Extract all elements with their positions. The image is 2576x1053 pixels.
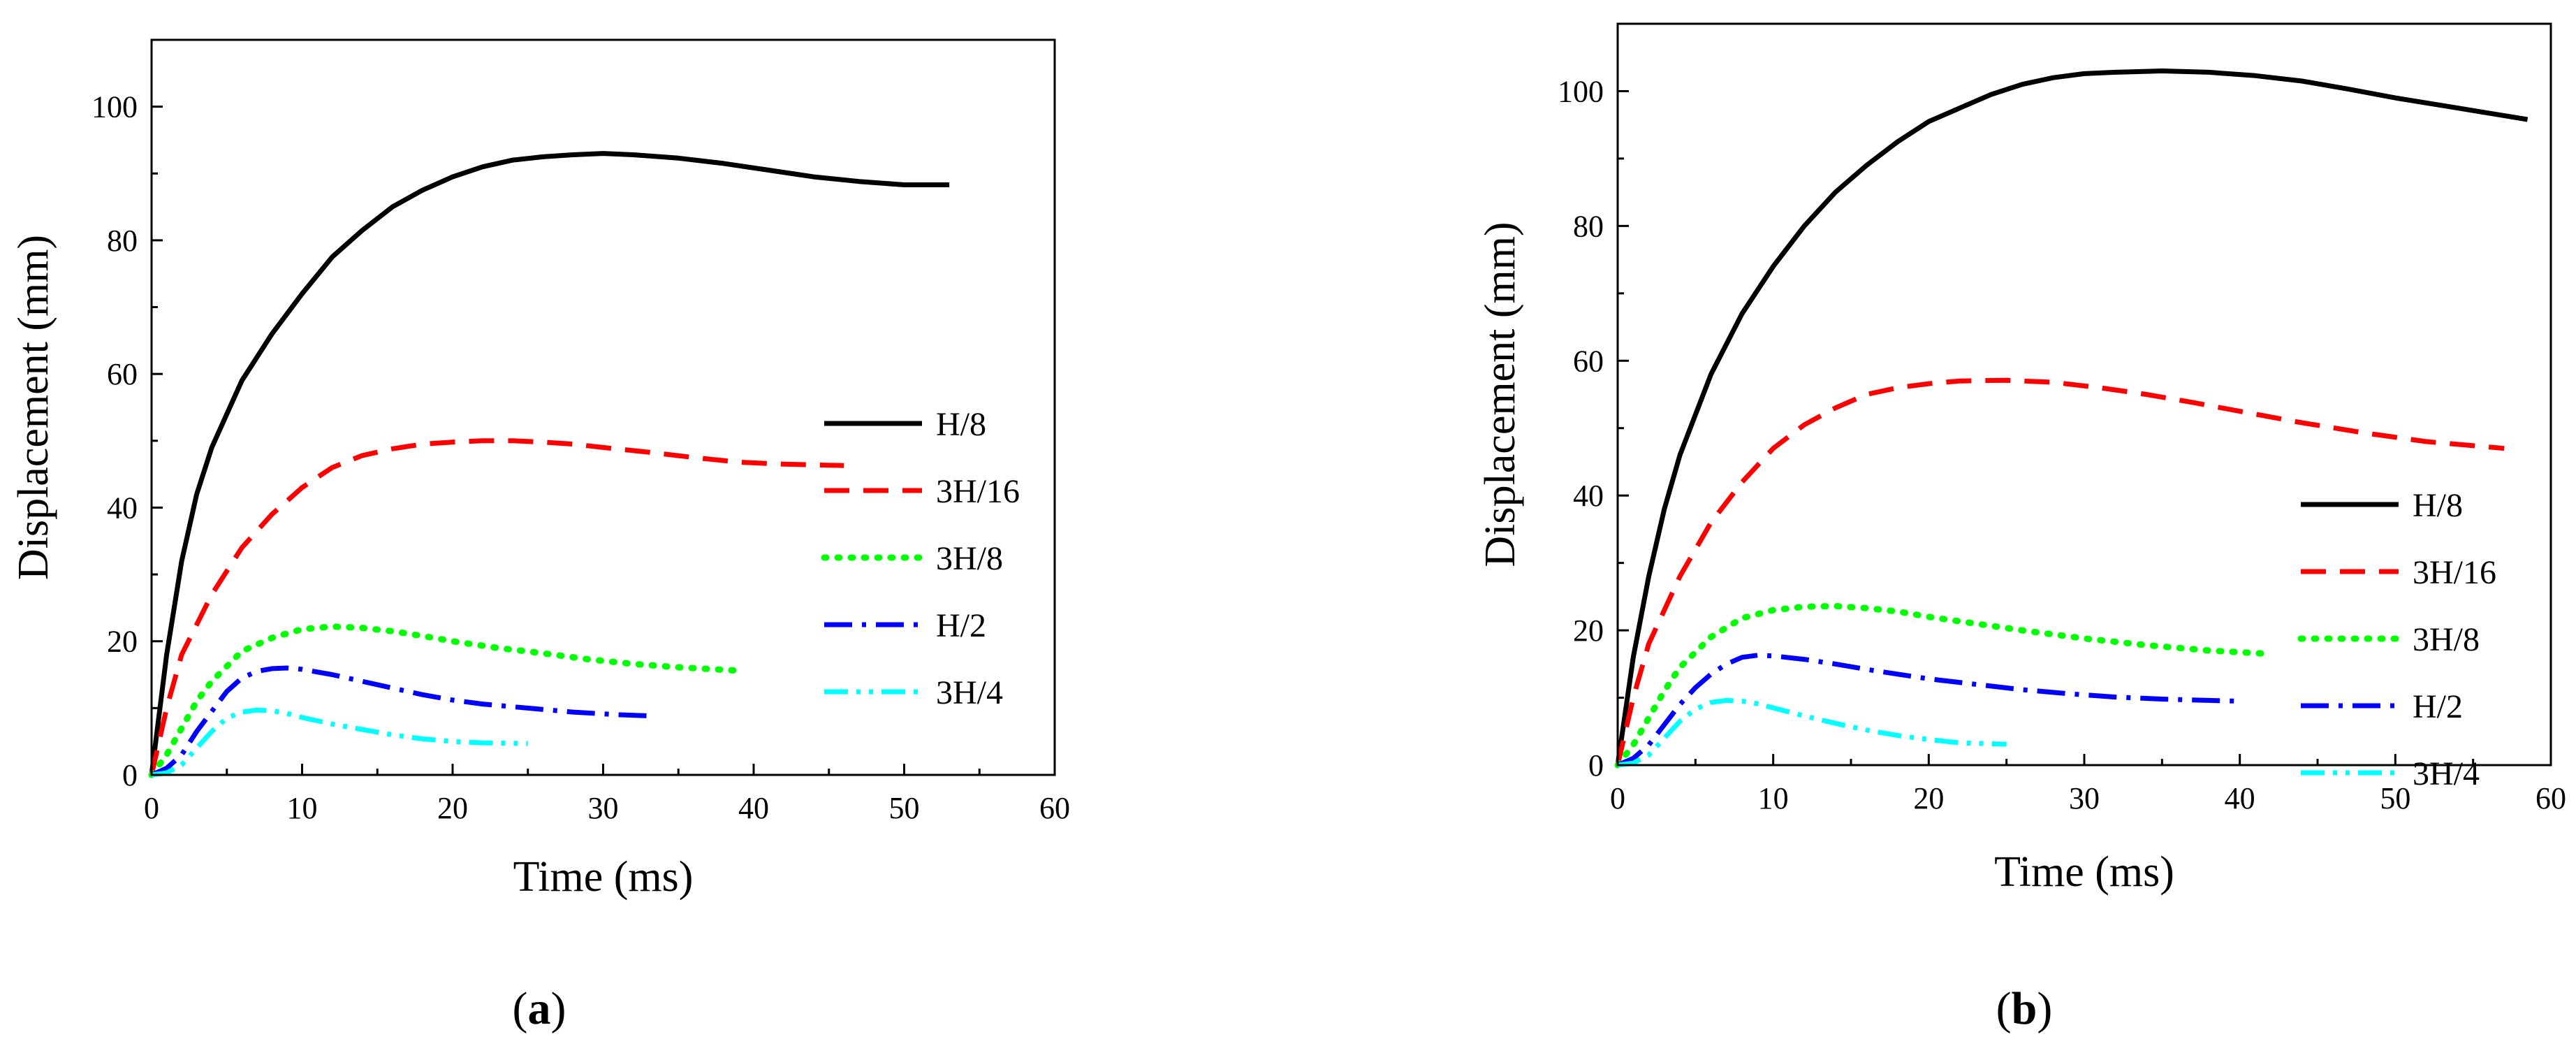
series-line-3h-16	[149, 438, 844, 776]
panel-caption-b: (b)	[1996, 983, 2053, 1034]
x-tick-label: 40	[738, 791, 769, 825]
legend-label: 3H/16	[2413, 554, 2496, 591]
series-line-h-2	[1616, 653, 2240, 768]
y-tick-label: 60	[1573, 344, 1604, 378]
series-line-h-8	[149, 151, 950, 776]
y-tick-label: 20	[1573, 613, 1604, 648]
series-line-3h-8	[1614, 602, 2274, 769]
x-axis-title: Time (ms)	[1994, 848, 2174, 896]
x-tick-label: 30	[2069, 781, 2100, 815]
y-tick-label: 100	[1558, 74, 1604, 108]
legend-label: 3H/8	[2413, 621, 2480, 658]
x-tick-label: 10	[1758, 781, 1789, 815]
series-line-3h-8	[148, 623, 742, 778]
x-tick-label: 60	[2535, 781, 2566, 815]
x-tick-label: 40	[2225, 781, 2255, 815]
x-tick-label: 50	[2380, 781, 2410, 815]
x-tick-label: 50	[889, 791, 920, 825]
y-tick-label: 60	[107, 357, 138, 391]
x-tick-label: 0	[1610, 781, 1625, 815]
x-tick-label: 30	[588, 791, 619, 825]
chart-panel-a: 0 10 20 30 40 50 60 0 20 40 60 80 100 Time (ms) Displa…	[10, 38, 1070, 901]
series-line-h-8	[1615, 68, 2529, 766]
legend-label: H/2	[2413, 688, 2463, 725]
x-axis-title: Time (ms)	[513, 853, 694, 901]
legend-label: 3H/4	[936, 674, 1003, 711]
series-line-3h-16	[1615, 377, 2505, 766]
x-tick-label: 20	[1913, 781, 1944, 815]
y-axis-title: Displacement (mm)	[1477, 222, 1524, 567]
legend-label: 3H/4	[2413, 755, 2480, 792]
y-tick-label: 0	[122, 758, 138, 792]
x-tick-label: 0	[144, 791, 159, 825]
legend-label: 3H/8	[936, 540, 1003, 577]
x-tick-label: 10	[287, 791, 318, 825]
y-axis-title: Displacement (mm)	[10, 235, 57, 580]
chart-panel-b: 0 10 20 30 40 50 60 0 20 40 60 80 100 Time (ms) Displa…	[1477, 22, 2566, 896]
y-tick-label: 80	[107, 224, 138, 258]
y-tick-label: 40	[107, 491, 138, 525]
y-tick-label: 40	[1573, 479, 1604, 513]
x-tick-label: 60	[1039, 791, 1070, 825]
y-tick-label: 100	[92, 90, 138, 124]
series-line-h-2	[150, 665, 657, 778]
plot-frame	[150, 38, 1056, 776]
y-tick-label: 20	[107, 625, 138, 659]
legend-label: H/8	[936, 406, 986, 443]
x-tick-label: 20	[437, 791, 468, 825]
y-tick-label: 80	[1573, 209, 1604, 243]
legend-label: H/2	[936, 607, 986, 644]
series-line-3h-4	[151, 707, 528, 778]
panel-caption-a: (a)	[513, 983, 566, 1034]
legend-label: H/8	[2413, 487, 2463, 524]
y-tick-label: 0	[1588, 748, 1604, 783]
plot-frame	[1616, 22, 2552, 767]
series-line-3h-4	[1617, 697, 2007, 768]
legend-label: 3H/16	[936, 473, 1020, 510]
